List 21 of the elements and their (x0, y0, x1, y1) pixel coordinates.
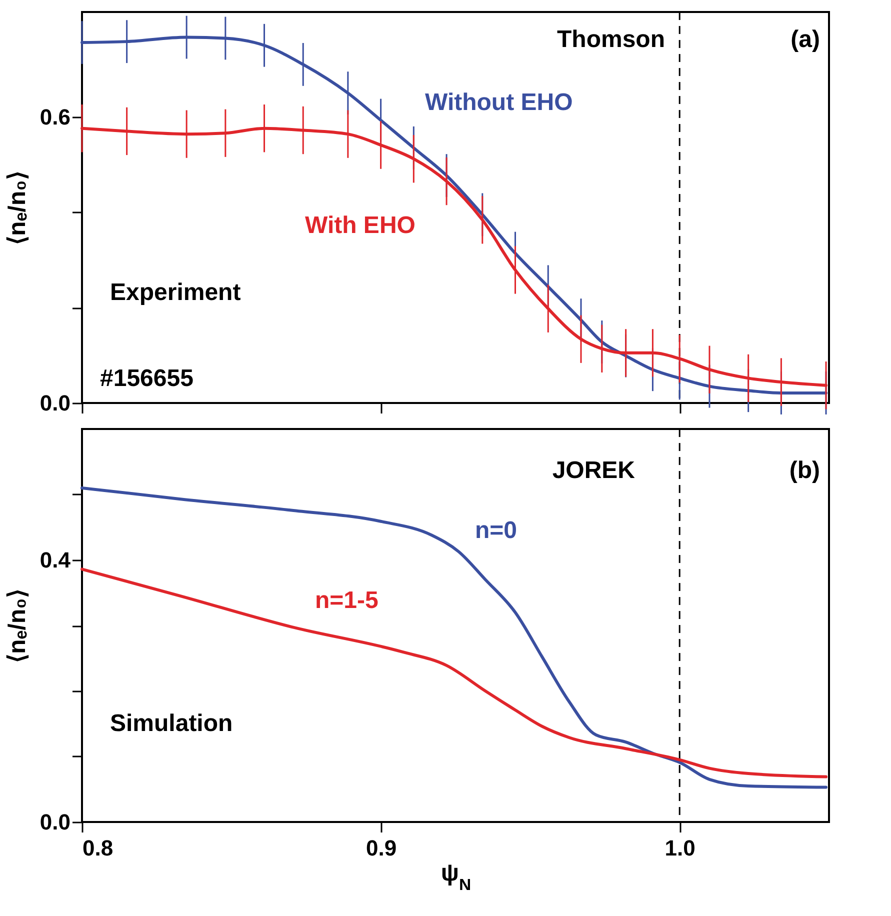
series-label: n=0 (475, 517, 518, 544)
x-tick-label: 0.9 (366, 836, 397, 860)
y-axis-title: ⟨nₑ/n₀⟩ (4, 171, 31, 245)
annotation: Thomson (557, 26, 665, 53)
y-tick-label: 0.0 (40, 810, 70, 834)
annotation: Simulation (110, 710, 233, 737)
annotation: (b) (789, 457, 820, 484)
annotation: Experiment (110, 279, 241, 306)
series-label: With EHO (305, 212, 416, 239)
x-axis-title: ψ$_{N}$ (440, 860, 472, 894)
series-label: n=1-5 (315, 587, 378, 614)
x-tick-label: 0.8 (82, 836, 114, 860)
x-tick-label: 1.0 (664, 836, 696, 860)
y-axis-title: ⟨nₑ/n₀⟩ (4, 589, 31, 663)
y-tick-label: 0.4 (40, 548, 72, 572)
annotation: #156655 (100, 365, 194, 392)
series-label: Without EHO (425, 89, 573, 116)
annotation: (a) (790, 26, 820, 53)
y-tick-label: 0.6 (40, 104, 70, 130)
annotation: JOREK (552, 457, 636, 484)
y-tick-label: 0.0 (40, 390, 70, 416)
